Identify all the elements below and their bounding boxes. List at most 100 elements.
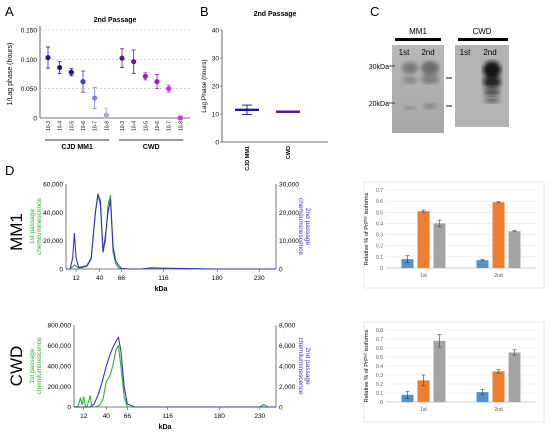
- lane-label: 1st: [399, 48, 410, 57]
- x-tick-label: 116: [163, 413, 174, 420]
- panel-d-mm1-profile: MM1 0 20,000 40,000 60,000 0 10,000 20,000 30,00…: [7, 182, 311, 294]
- x-tick-label: 10-8: [178, 121, 184, 131]
- x-tick-label: 40: [96, 275, 104, 282]
- bar: [492, 371, 505, 402]
- panel-d-mm1-bars: 0 0.1 0.2 0.3 0.4 0.5 0.6 0.7 Relative % of PrPˢ…: [363, 181, 545, 289]
- x-tick-label: 10-8: [104, 121, 110, 131]
- group-label: CWD: [143, 144, 160, 151]
- x-tick-label: 230: [254, 275, 265, 282]
- bar: [492, 202, 505, 268]
- x-tick-label: 2nd: [494, 407, 503, 413]
- data-point: [166, 86, 172, 92]
- chart-frame: [363, 181, 545, 289]
- y-tick-label-right: 2,000: [279, 384, 296, 391]
- data-point: [45, 54, 51, 61]
- y-tick-label-left: 0: [67, 405, 71, 412]
- chart-frame: [363, 321, 545, 423]
- x-tick-label: 10-6: [81, 121, 87, 131]
- bar: [476, 392, 489, 402]
- y-tick-label: 0.100: [21, 57, 38, 64]
- blot-band: [403, 106, 417, 110]
- bar: [508, 231, 521, 268]
- x-tick-label: CWD: [286, 146, 292, 159]
- panel-d-cwd-bars: 0 0.1 0.2 0.3 0.4 0.5 0.6 0.7 0.8 Relative % of P…: [363, 321, 545, 423]
- panel-label-b: B: [200, 4, 209, 19]
- x-tick-label: 66: [124, 413, 132, 420]
- y-axis-label-left: chemiluminescence: [36, 198, 43, 255]
- y-tick-label-right: 10,000: [279, 238, 299, 245]
- blot-band: [402, 76, 418, 84]
- y-tick-label-left: 40,000: [43, 210, 63, 217]
- y-tick-label-left: 60,000: [43, 182, 63, 189]
- bar: [476, 260, 489, 268]
- y-tick-label: 0: [33, 116, 37, 123]
- y-tick-label: 0.1: [376, 255, 383, 261]
- x-tick-label: 10-6: [155, 121, 161, 131]
- blot-band: [421, 74, 439, 84]
- x-tick-label: 180: [214, 413, 225, 420]
- lane-header-bar: [395, 38, 441, 41]
- lane-label: 2nd: [483, 48, 496, 57]
- data-point: [57, 64, 63, 71]
- bar: [401, 259, 414, 268]
- data-point: [80, 79, 86, 85]
- chart-title: 2nd Passage: [94, 17, 137, 24]
- y-axis-label: Relative % of PrPˢᶜ isoforms: [364, 329, 370, 402]
- blot-band: [483, 76, 501, 88]
- bar: [417, 380, 430, 402]
- y-axis-label: 1/Lag phase (hours): [7, 43, 14, 106]
- x-tick-label: 66: [118, 275, 126, 282]
- x-tick-label: 2nd: [494, 273, 503, 279]
- series-line: [74, 336, 276, 408]
- blot-band: [484, 88, 500, 96]
- x-tick-label: 10-4: [132, 121, 138, 131]
- y-tick-label-right: 30,000: [279, 182, 299, 189]
- y-tick-label: 0.5: [376, 355, 383, 361]
- chart-title: 2nd Passage: [254, 11, 297, 18]
- group-label: CJD MM1: [61, 144, 93, 151]
- y-axis-label-left: 1st passage: [29, 348, 36, 383]
- blot-membrane-mm1: [392, 45, 444, 133]
- panel-label-d: D: [5, 163, 14, 178]
- panel-a-chart: 2nd Passage 0 0.050 0.100 0.150 1/Lag phase (…: [7, 17, 190, 151]
- y-tick-label-left: 0: [59, 267, 63, 274]
- data-point: [131, 59, 137, 65]
- y-tick-label-right: 0: [279, 405, 283, 412]
- y-tick-label: 0.150: [21, 28, 38, 35]
- y-tick-label: 0.3: [376, 373, 383, 379]
- bar: [433, 223, 446, 268]
- y-axis-label: Lag Phase (hours): [201, 59, 208, 112]
- y-tick-label: 30: [212, 56, 220, 63]
- data-point: [92, 95, 98, 101]
- x-tick-label: 116: [158, 275, 169, 282]
- series-line: [66, 194, 276, 270]
- blot-label-cwd: CWD: [472, 27, 491, 36]
- y-tick-label: 0.3: [376, 233, 383, 239]
- x-tick-label: 40: [103, 413, 111, 420]
- x-tick-label: 10-7: [93, 121, 99, 131]
- y-tick-label: 0.2: [376, 382, 383, 388]
- x-tick-label: 10-5: [143, 121, 149, 131]
- y-tick-label-right: 4,000: [279, 364, 296, 371]
- y-tick-label: 40: [212, 28, 220, 35]
- blot-band: [421, 61, 439, 75]
- data-point: [142, 73, 148, 79]
- lane-label: 1st: [460, 48, 471, 57]
- x-tick-label: CJD MM1: [245, 146, 251, 171]
- y-axis-label-right: 2nd passage: [304, 347, 311, 385]
- y-tick-label-left: 400,000: [48, 364, 72, 371]
- blot-band: [402, 62, 418, 74]
- y-tick-label: 0.050: [21, 86, 38, 93]
- mw-marker: 20kDa: [369, 101, 389, 108]
- y-tick-label-left: 20,000: [43, 238, 63, 245]
- y-tick-label: 0.2: [376, 244, 383, 250]
- y-tick-label: 0.1: [376, 391, 383, 397]
- blot-band: [484, 97, 500, 103]
- y-tick-label: 0: [215, 140, 219, 147]
- y-tick-label: 0.4: [376, 221, 383, 227]
- x-tick-label: 1st: [420, 273, 427, 279]
- y-tick-label: 0.4: [376, 364, 383, 370]
- data-point: [154, 79, 160, 85]
- data-point: [103, 112, 109, 118]
- y-tick-label-right: 20,000: [279, 210, 299, 217]
